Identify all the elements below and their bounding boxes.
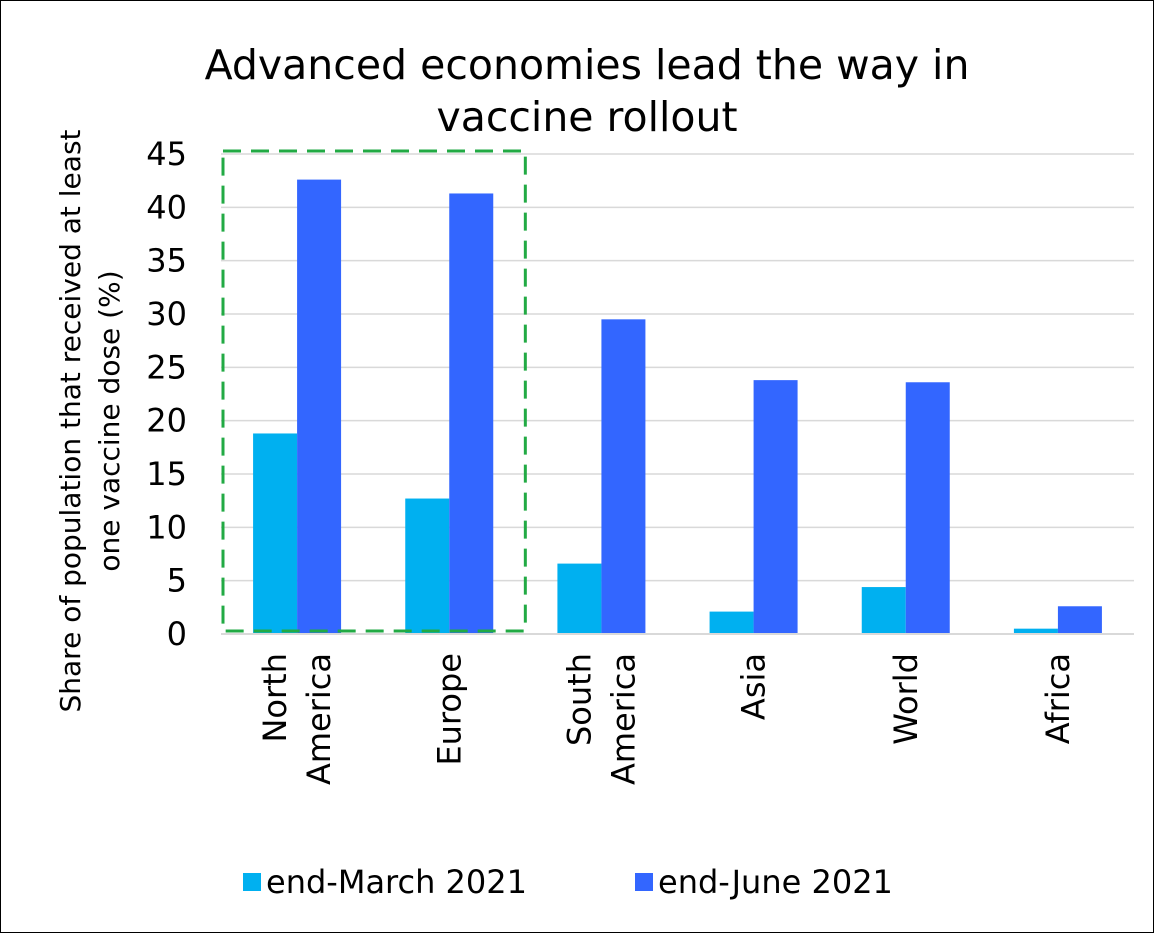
y-tick-label: 45 bbox=[146, 135, 187, 173]
category-label: South bbox=[560, 653, 598, 746]
legend-swatch bbox=[243, 873, 261, 891]
category-label: North bbox=[256, 653, 294, 743]
category-label: Europe bbox=[430, 653, 468, 766]
y-tick-label: 25 bbox=[146, 348, 187, 386]
chart-title-line-1: Advanced economies lead the way in bbox=[205, 41, 970, 89]
bars bbox=[253, 179, 1102, 634]
chart-title-line-2: vaccine rollout bbox=[436, 93, 737, 141]
y-axis-label-line-2: one vaccine dose (%) bbox=[93, 270, 126, 571]
y-tick-label: 15 bbox=[146, 455, 187, 493]
bar-march bbox=[253, 433, 298, 634]
bar-june bbox=[297, 179, 342, 634]
bar-june bbox=[449, 193, 494, 634]
bar-june bbox=[601, 319, 646, 634]
y-tick-label: 20 bbox=[146, 402, 187, 440]
bar-march bbox=[557, 563, 602, 634]
bar-june bbox=[753, 380, 798, 634]
y-axis-label: Share of population that received at lea… bbox=[54, 129, 126, 712]
category-labels: North America Europe South America Asia World A… bbox=[256, 653, 1077, 785]
category-label: America bbox=[604, 653, 642, 785]
chart-title: Advanced economies lead the way in vacci… bbox=[205, 41, 970, 141]
legend-swatch bbox=[635, 873, 653, 891]
y-tick-label: 5 bbox=[167, 562, 187, 600]
bar-march bbox=[405, 498, 450, 634]
y-tick-labels: 0 5 10 15 20 25 30 35 40 45 bbox=[146, 135, 187, 653]
y-tick-label: 30 bbox=[146, 295, 187, 333]
bar-march bbox=[709, 611, 754, 634]
legend: end-March 2021 end-June 2021 bbox=[243, 863, 893, 901]
y-tick-label: 10 bbox=[146, 508, 187, 546]
category-label: Africa bbox=[1039, 653, 1077, 744]
bar-june bbox=[1057, 606, 1102, 634]
category-label: Asia bbox=[735, 653, 773, 720]
bar-march bbox=[861, 587, 906, 634]
category-label: World bbox=[887, 653, 925, 745]
legend-label: end-March 2021 bbox=[266, 863, 527, 901]
highlight-box bbox=[221, 149, 527, 633]
category-label: America bbox=[300, 653, 338, 785]
bar-march bbox=[1013, 628, 1058, 634]
y-tick-label: 0 bbox=[167, 615, 187, 653]
bar-june bbox=[905, 382, 950, 634]
gridlines bbox=[221, 153, 1134, 582]
legend-label: end-June 2021 bbox=[658, 863, 893, 901]
y-tick-label: 35 bbox=[146, 242, 187, 280]
y-axis-label-line-1: Share of population that received at lea… bbox=[54, 129, 87, 712]
y-tick-label: 40 bbox=[146, 188, 187, 226]
